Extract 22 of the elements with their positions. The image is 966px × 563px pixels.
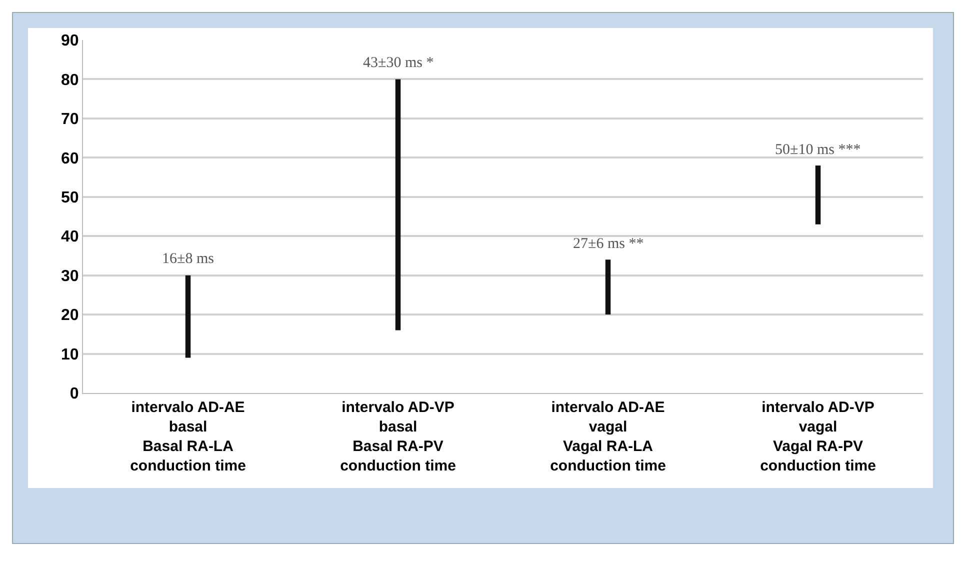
y-tick-label: 20 <box>61 307 79 324</box>
x-tick-label: intervalo AD-AE basal Basal RA-LA conduction time <box>130 399 246 474</box>
y-tick-label: 10 <box>61 346 79 364</box>
bar <box>395 79 401 330</box>
y-tick-label: 60 <box>61 150 79 168</box>
bar <box>185 275 191 358</box>
y-tick-label: 80 <box>61 72 79 89</box>
bar <box>815 166 821 224</box>
y-tick-label: 40 <box>61 228 79 246</box>
annotation: 50±10 ms *** <box>775 142 861 158</box>
x-tick-label: intervalo AD-AE vagal Vagal RA-LA conduction time <box>550 399 666 474</box>
bar <box>605 260 611 315</box>
annotation: 27±6 ms ** <box>573 236 644 252</box>
y-tick-label: 30 <box>61 268 79 285</box>
x-tick-label: intervalo AD-VP basal Basal RA-PV conduction time <box>340 399 456 474</box>
x-tick-label: intervalo AD-VP vagal Vagal RA-PV conduction time <box>760 399 876 474</box>
y-tick-label: 90 <box>61 32 79 50</box>
y-tick-label: 0 <box>70 386 79 403</box>
annotation: 43±30 ms * <box>363 55 434 71</box>
annotation: 16±8 ms <box>162 251 214 267</box>
y-tick-label: 70 <box>61 111 79 128</box>
y-tick-label: 50 <box>61 189 79 206</box>
